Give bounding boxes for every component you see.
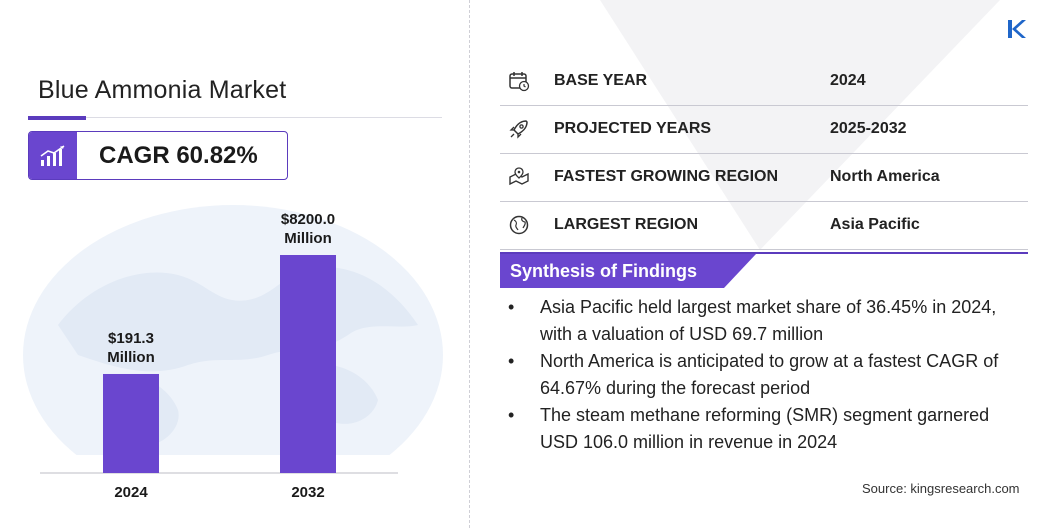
x-tick-label-2024: 2024 — [114, 484, 148, 501]
growth-chart-icon — [29, 132, 77, 179]
info-value: 2024 — [830, 72, 866, 89]
info-label: FASTEST GROWING REGION — [554, 168, 779, 185]
info-label: PROJECTED YEARS — [554, 120, 712, 137]
finding-text: Asia Pacific held largest market share o… — [540, 297, 997, 344]
kings-research-logo — [1008, 20, 1026, 38]
info-row-largest-region: LARGEST REGION Asia Pacific — [500, 202, 1028, 250]
globe-icon — [509, 215, 529, 235]
info-label: LARGEST REGION — [554, 216, 699, 233]
bar-2024 — [103, 373, 159, 473]
bar-value-label-2024: Million — [107, 349, 155, 366]
panel-divider — [469, 0, 470, 528]
findings-list: • Asia Pacific held largest market share … — [508, 294, 1028, 456]
cagr-value: CAGR 60.82% — [99, 142, 258, 169]
page-title: Blue Ammonia Market — [38, 76, 287, 104]
info-table: BASE YEAR 2024 PROJECTED YEARS 2025-2032… — [500, 58, 1028, 250]
rocket-icon — [509, 120, 528, 139]
finding-text: North America is anticipated to grow at … — [540, 351, 999, 398]
cagr-box: CAGR 60.82% — [28, 131, 288, 180]
synthesis-rule — [500, 252, 1028, 254]
source-note: Source: kingsresearch.com — [862, 481, 1020, 496]
bullet: • — [508, 351, 515, 371]
finding-text: The steam methane reforming (SMR) segmen… — [540, 405, 990, 452]
info-row-base-year: BASE YEAR 2024 — [500, 58, 1028, 106]
synthesis-heading-banner: Synthesis of Findings — [500, 254, 756, 288]
list-item: • Asia Pacific held largest market share … — [508, 294, 1028, 348]
bullet: • — [508, 297, 515, 317]
info-row-projected-years: PROJECTED YEARS 2025-2032 — [500, 106, 1028, 154]
info-row-fastest-growing-region: FASTEST GROWING REGION North America — [500, 154, 1028, 202]
list-item: • The steam methane reforming (SMR) segme… — [508, 402, 1028, 456]
region-map-icon — [509, 167, 529, 186]
bar-2032 — [280, 255, 336, 473]
info-value: Asia Pacific — [830, 216, 920, 233]
title-rule — [28, 117, 442, 118]
info-label: BASE YEAR — [554, 72, 648, 89]
synthesis-heading: Synthesis of Findings — [510, 261, 698, 281]
list-item: • North America is anticipated to grow at… — [508, 348, 1028, 402]
x-tick-label-2032: 2032 — [291, 484, 324, 501]
info-value: 2025-2032 — [830, 120, 907, 137]
calendar-icon — [509, 72, 530, 92]
market-bar-chart: $191.3 Million 2024 $8200.0 Million 2032 — [40, 211, 398, 501]
bar-value-label-2032: Million — [284, 230, 332, 247]
info-value: North America — [830, 168, 940, 185]
title-accent — [28, 116, 86, 120]
bar-value-label-2024: $191.3 — [108, 330, 154, 347]
bullet: • — [508, 405, 515, 425]
bar-value-label-2032: $8200.0 — [281, 211, 335, 228]
